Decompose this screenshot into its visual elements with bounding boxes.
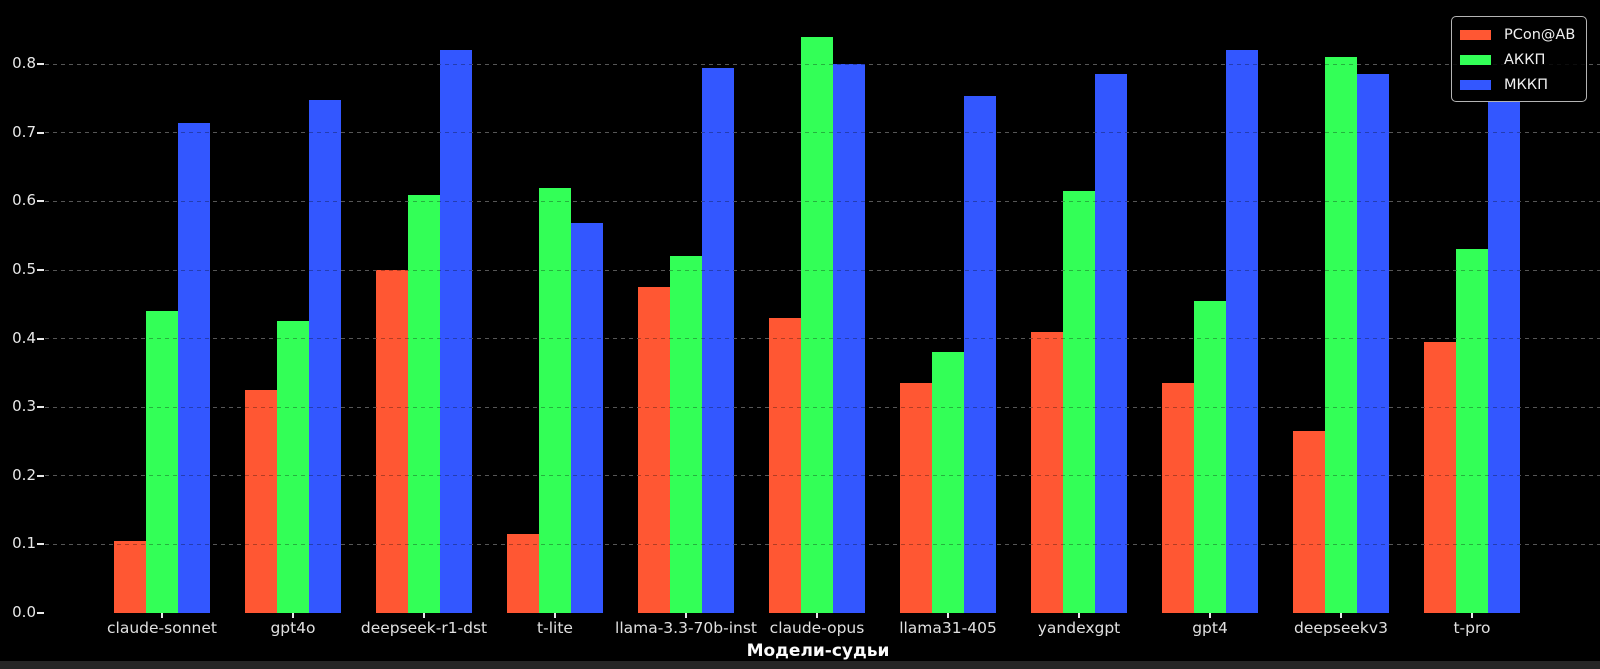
legend-swatch-icon: [1460, 79, 1491, 90]
x-tick-label: yandexgpt: [1037, 619, 1121, 637]
bar-МККП-yandexgpt: [1094, 74, 1127, 613]
bar-АККП-t-lite: [539, 187, 571, 613]
bar-МККП-gpt4o: [308, 99, 341, 613]
bar-PCon@AB-t-pro: [1424, 342, 1457, 613]
y-tick-label: 0.5: [12, 260, 36, 278]
y-tick-label: 0.1: [12, 534, 36, 553]
x-tick: [1340, 613, 1342, 618]
legend: PCon@AB АККП МККП: [1451, 16, 1587, 102]
gridline-overlay: [45, 269, 1600, 271]
bar-АККП-claude-sonnet: [146, 311, 178, 613]
x-tick-label: t-lite: [537, 619, 573, 637]
bar-PCon@AB-gpt4: [1162, 383, 1195, 613]
bar-АККП-llama31-405: [932, 352, 964, 613]
y-tick: [37, 63, 44, 66]
x-tick: [292, 613, 294, 618]
bar-АККП-deepseekv3: [1325, 57, 1357, 613]
x-tick: [816, 613, 818, 618]
y-tick: [37, 474, 44, 477]
bar-АККП-yandexgpt: [1063, 191, 1095, 613]
bar-МККП-claude-sonnet: [177, 122, 210, 613]
bar-АККП-llama-3.3-70b-inst: [670, 256, 702, 613]
legend-item: PCon@AB: [1460, 24, 1577, 45]
y-tick: [37, 200, 44, 203]
bar-АККП-gpt4: [1194, 300, 1226, 613]
bar-PCon@AB-claude-opus: [769, 318, 802, 613]
bar-МККП-gpt4: [1225, 50, 1258, 613]
legend-label: МККП: [1504, 76, 1549, 93]
x-tick: [1209, 613, 1211, 618]
y-tick-label: 0.2: [12, 465, 36, 484]
bar-МККП-llama31-405: [963, 96, 996, 613]
x-tick-label: claude-sonnet: [107, 619, 217, 637]
legend-swatch-icon: [1460, 54, 1491, 65]
x-tick: [1471, 613, 1473, 618]
bar-МККП-t-pro: [1487, 101, 1520, 613]
x-tick-label: llama-3.3-70b-inst: [615, 619, 757, 637]
bar-PCon@AB-yandexgpt: [1031, 331, 1064, 613]
gridline-overlay: [45, 338, 1600, 340]
y-tick: [37, 543, 44, 546]
x-tick-label: llama31-405: [899, 619, 997, 637]
gridline-overlay: [45, 406, 1600, 408]
bar-МККП-claude-opus: [832, 64, 865, 613]
y-tick-label: 0.6: [12, 191, 36, 210]
y-tick-label: 0.0: [12, 603, 36, 621]
bar-PCon@AB-llama-3.3-70b-inst: [638, 287, 671, 613]
y-tick: [37, 337, 44, 340]
y-tick-label: 0.8: [12, 54, 36, 73]
bar-АККП-t-pro: [1456, 249, 1488, 613]
x-tick: [554, 613, 556, 618]
gridline-overlay: [45, 63, 1600, 65]
x-tick-label: deepseekv3: [1294, 619, 1388, 637]
gridline-overlay: [45, 475, 1600, 477]
bar-АККП-claude-opus: [801, 36, 833, 613]
bar-МККП-deepseek-r1-dst: [439, 50, 472, 613]
x-tick: [1078, 613, 1080, 618]
bar-PCon@AB-t-lite: [507, 534, 540, 613]
y-tick: [37, 131, 44, 134]
x-tick: [947, 613, 949, 618]
bar-АККП-gpt4o: [277, 321, 309, 613]
x-tick: [161, 613, 163, 618]
y-tick: [37, 406, 44, 409]
bar-PCon@AB-claude-sonnet: [114, 540, 147, 613]
x-tick-label: gpt4: [1192, 619, 1228, 637]
gridline-overlay: [45, 132, 1600, 134]
bar-PCon@AB-deepseek-r1-dst: [376, 270, 409, 613]
x-tick-label: gpt4o: [270, 619, 316, 637]
y-tick-label: 0.7: [12, 122, 36, 141]
y-tick: [37, 269, 44, 271]
x-axis-title: Модели-судьи: [746, 641, 890, 661]
x-tick-label: claude-opus: [769, 619, 865, 637]
bar-PCon@AB-deepseekv3: [1293, 431, 1326, 613]
y-tick-label: 0.4: [12, 328, 36, 347]
bar-МККП-t-lite: [570, 223, 603, 613]
legend-label: PCon@AB: [1504, 26, 1576, 43]
window-edge-strip: [0, 661, 1600, 669]
y-tick-label: 0.3: [12, 397, 36, 416]
legend-label: АККП: [1504, 51, 1546, 68]
bar-АККП-deepseek-r1-dst: [408, 194, 440, 613]
legend-swatch-icon: [1460, 29, 1491, 40]
bar-МККП-deepseekv3: [1356, 74, 1389, 613]
bar-МККП-llama-3.3-70b-inst: [701, 67, 734, 613]
legend-item: МККП: [1460, 74, 1577, 95]
x-tick-label: deepseek-r1-dst: [360, 619, 488, 637]
x-tick: [423, 613, 425, 618]
gridline-overlay: [45, 543, 1600, 545]
bar-PCon@AB-gpt4o: [245, 390, 278, 613]
y-tick: [37, 612, 44, 614]
bar-PCon@AB-llama31-405: [900, 383, 933, 613]
gridline-overlay: [45, 200, 1600, 202]
legend-item: АККП: [1460, 49, 1577, 70]
x-tick-label: t-pro: [1453, 619, 1491, 637]
x-tick: [685, 613, 687, 618]
